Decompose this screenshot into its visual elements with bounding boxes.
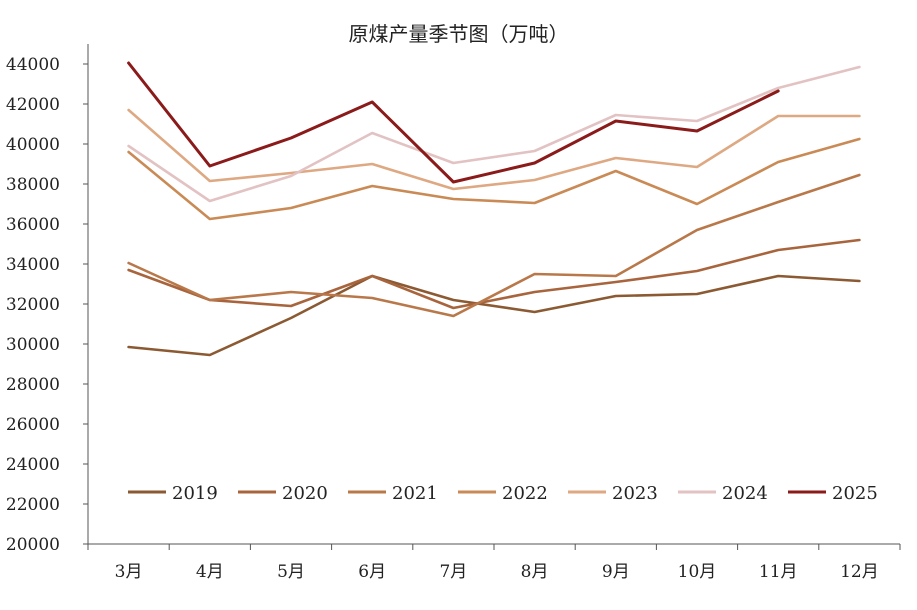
legend: 2019 2020 2021 2022 2023 2024 2025: [128, 483, 878, 504]
x-tick-label: 4月: [196, 562, 224, 582]
legend-label-2021: 2021: [392, 483, 438, 504]
x-tick-label: 12月: [840, 562, 879, 582]
y-tick-label: 36000: [6, 215, 60, 235]
x-tick-label: 9月: [602, 562, 630, 582]
legend-label-2025: 2025: [832, 483, 878, 504]
series-line-2023: [127, 108, 861, 191]
y-tick-label: 44000: [6, 55, 60, 75]
y-tick-label: 38000: [6, 175, 60, 195]
series-line-2021: [127, 173, 861, 318]
y-tick-label: 26000: [6, 415, 60, 435]
x-tick-label: 3月: [115, 562, 143, 582]
legend-label-2024: 2024: [722, 483, 768, 504]
series-layer: [127, 61, 861, 357]
y-tick-label: 34000: [6, 255, 60, 275]
x-tick-label: 10月: [678, 562, 717, 582]
y-tick-label: 42000: [6, 95, 60, 115]
series-line-2020: [127, 238, 861, 310]
y-tick-label: 28000: [6, 375, 60, 395]
legend-label-2022: 2022: [502, 483, 548, 504]
legend-label-2020: 2020: [282, 483, 328, 504]
y-tick-label: 32000: [6, 295, 60, 315]
x-tick-label: 7月: [439, 562, 467, 582]
series-line-2022: [127, 137, 861, 221]
chart-title: 原煤产量季节图（万吨）: [348, 22, 569, 46]
y-tick-label: 40000: [6, 135, 60, 155]
legend-label-2023: 2023: [612, 483, 658, 504]
y-tick-label: 30000: [6, 335, 60, 355]
y-tick-label: 22000: [6, 495, 60, 515]
x-tick-label: 6月: [358, 562, 386, 582]
legend-label-2019: 2019: [172, 483, 218, 504]
x-tick-label: 11月: [759, 562, 798, 582]
series-line-2024: [127, 65, 861, 203]
y-tick-label: 20000: [6, 535, 60, 555]
x-tick-label: 5月: [277, 562, 305, 582]
x-tick-label: 8月: [521, 562, 549, 582]
axes: 20000 22000 24000 26000 28000 30000 32000 34000…: [6, 44, 901, 582]
series-line-2025: [127, 61, 780, 184]
y-tick-label: 24000: [6, 455, 60, 475]
series-line-2019: [127, 274, 861, 357]
